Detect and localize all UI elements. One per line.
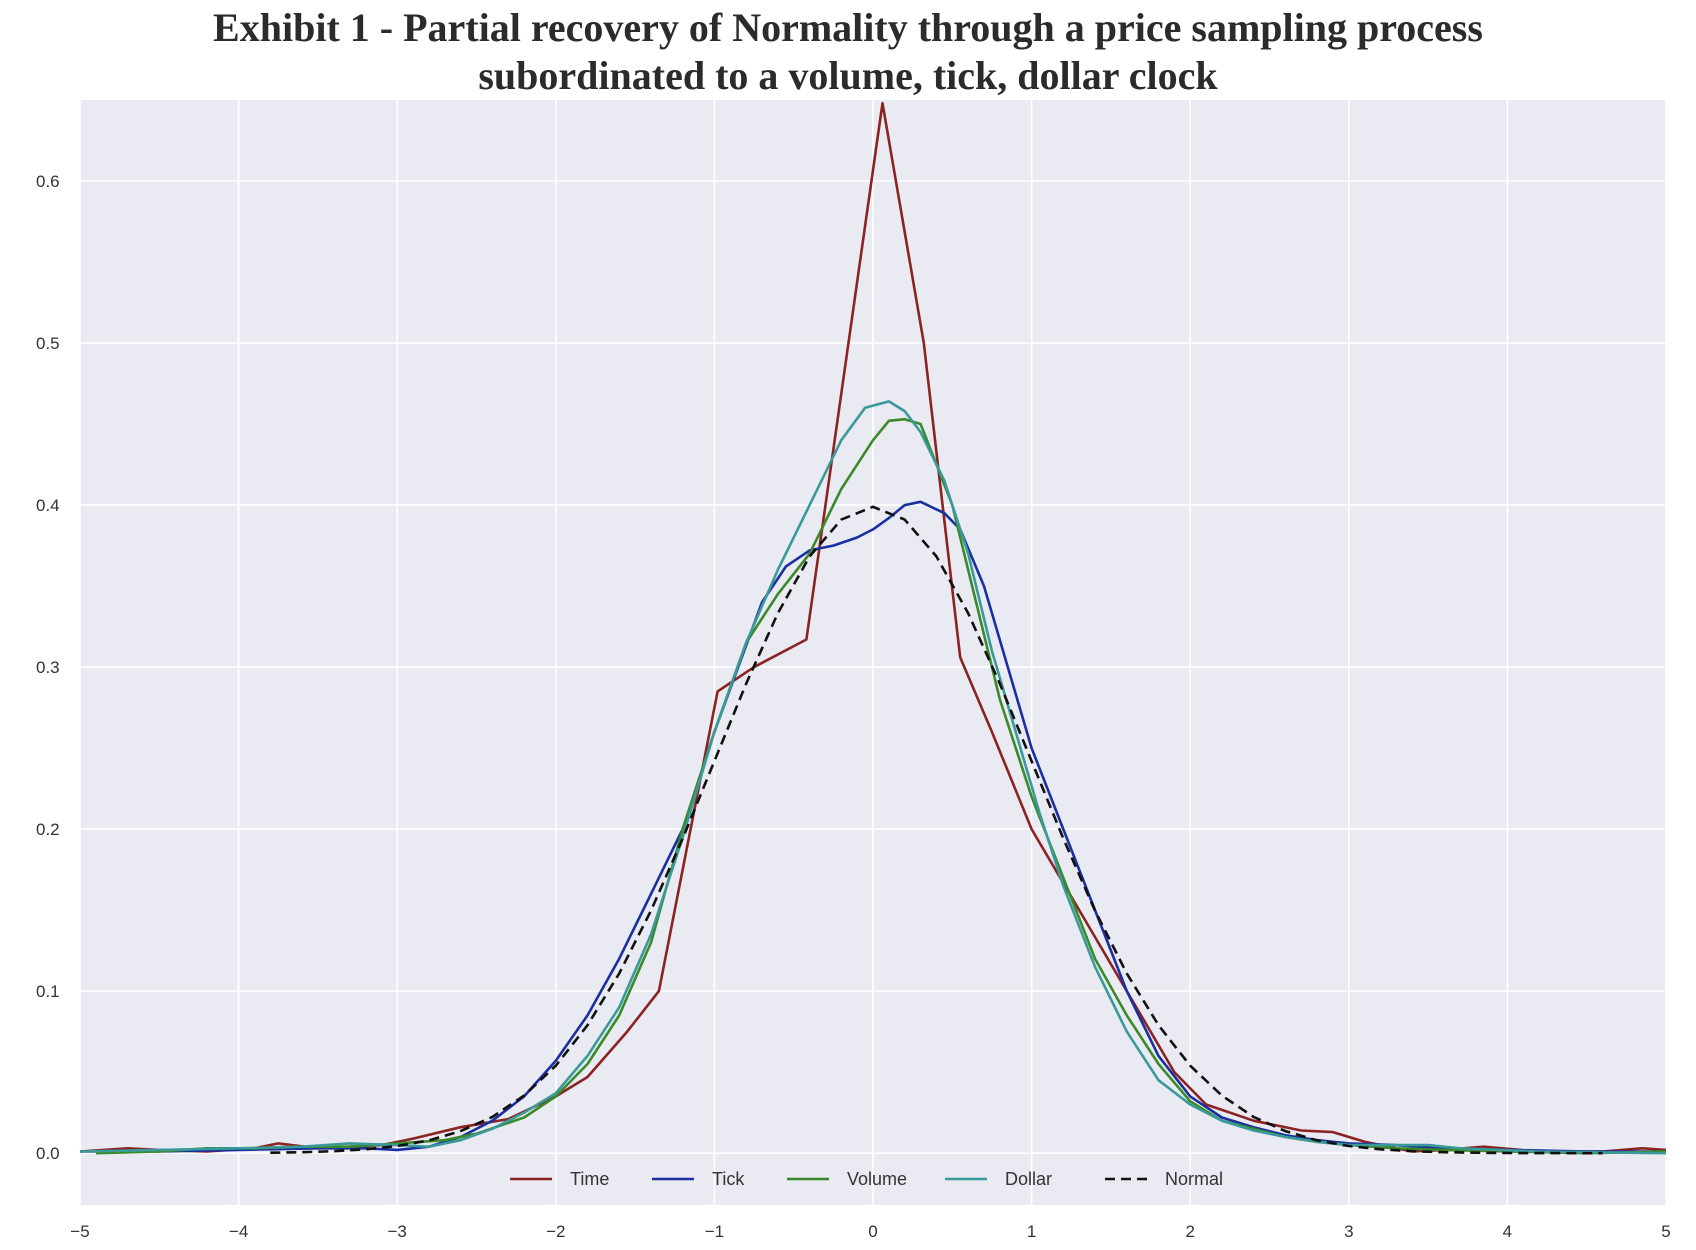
legend: Time Tick Volume Dollar Normal [510,1169,1223,1189]
legend-label-dollar: Dollar [1005,1169,1052,1189]
y-tick-label: 0.6 [36,172,60,191]
y-tick-label: 0.0 [36,1144,60,1163]
x-axis: −5 −4 −3 −2 −1 0 1 2 3 4 5 [70,1222,1670,1241]
series-line-normal [270,505,1603,1155]
x-tick-label: 3 [1344,1222,1353,1241]
x-tick-label: −3 [388,1222,407,1241]
legend-label-volume: Volume [847,1169,907,1189]
chart-title-line2: subordinated to a volume, tick, dollar c… [478,53,1218,98]
x-tick-label: −4 [229,1222,248,1241]
chart-title: Exhibit 1 - Partial recovery of Normalit… [0,4,1696,100]
y-tick-label: 0.5 [36,334,60,353]
series-line-tick [80,500,1666,1153]
legend-label-time: Time [570,1169,609,1189]
y-tick-label: 0.1 [36,982,60,1001]
x-tick-label: 2 [1185,1222,1194,1241]
x-tick-label: −1 [705,1222,724,1241]
legend-label-tick: Tick [712,1169,745,1189]
grid-lines [79,100,1667,1205]
x-tick-label: 1 [1027,1222,1036,1241]
y-tick-label: 0.2 [36,820,60,839]
legend-label-normal: Normal [1165,1169,1223,1189]
series-line-dollar [79,400,1667,1155]
y-axis: 0.0 0.1 0.2 0.3 0.4 0.5 0.6 [36,172,60,1163]
x-tick-label: −5 [70,1222,89,1241]
x-tick-label: 5 [1661,1222,1670,1241]
y-tick-label: 0.4 [36,496,60,515]
x-tick-label: −2 [546,1222,565,1241]
chart-title-line1: Exhibit 1 - Partial recovery of Normalit… [213,5,1483,50]
y-tick-label: 0.3 [36,658,60,677]
series-lines [79,101,1667,1155]
x-tick-label: 4 [1503,1222,1512,1241]
x-tick-label: 0 [868,1222,877,1241]
